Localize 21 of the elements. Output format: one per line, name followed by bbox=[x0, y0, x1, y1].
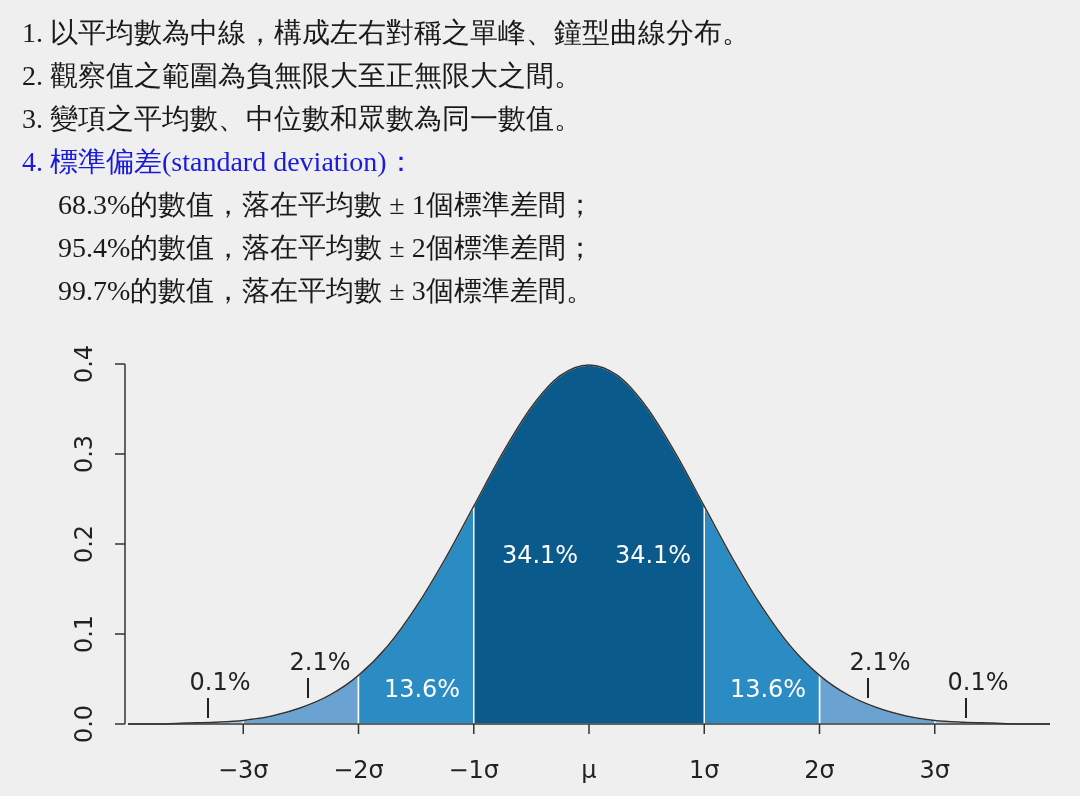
x-tick-label: 3σ bbox=[919, 756, 950, 784]
x-tick-label: −1σ bbox=[448, 756, 500, 784]
y-tick-label: 0.0 bbox=[70, 704, 98, 744]
x-tick-label: 2σ bbox=[804, 756, 835, 784]
chart-title: 1. 以平均數為中線，構成左右對稱之單峰、鐘型曲線分布。 2. 觀察值之範圍為負無限大至正無限大之間。 3. 變項之平均數、中位數和眾數為同一數值。 4. 標準偏差(standard deviation)： 68.3%的數值，落在平均數 ± 1個標準差間； 95.4%的數值，落在平均數 ± 2個標準差間； 99.7%的數值，落在平均數 ± 3個標準差間。 bbox=[22, 17, 750, 306]
y-tick-label: 0.2 bbox=[70, 524, 98, 564]
x-tick-label: −2σ bbox=[333, 756, 384, 784]
x-tick-label: 1σ bbox=[689, 756, 720, 784]
annotation: 13.6% bbox=[383, 675, 461, 703]
annotation: 34.1% bbox=[614, 541, 692, 569]
y-tick-label: 0.3 bbox=[70, 434, 98, 474]
annotation: 2.1% bbox=[849, 648, 911, 676]
annotation: 13.6% bbox=[729, 675, 807, 703]
x-tick-label: −3σ bbox=[217, 756, 269, 784]
annotation: 34.1% bbox=[501, 541, 579, 569]
y-tick-label: 0.1 bbox=[70, 614, 98, 654]
annotation: 0.1% bbox=[947, 668, 1009, 696]
x-tick-label: μ bbox=[581, 756, 597, 784]
annotation: 2.1% bbox=[289, 648, 351, 676]
y-tick-label: 0.4 bbox=[70, 344, 98, 384]
annotation: 0.1% bbox=[189, 668, 251, 696]
